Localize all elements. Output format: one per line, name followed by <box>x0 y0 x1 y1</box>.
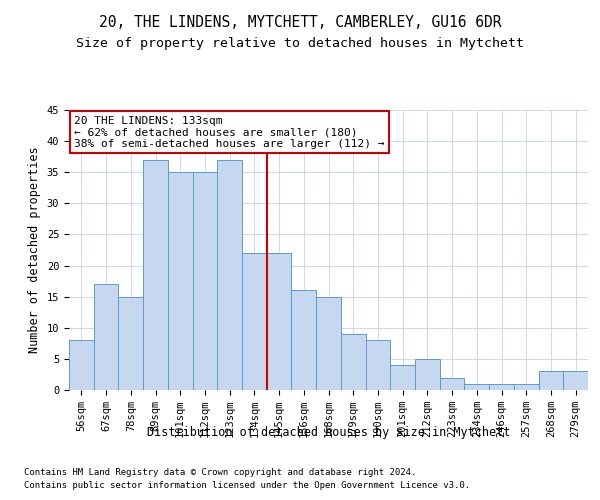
Bar <box>168 172 193 390</box>
Bar <box>316 296 341 390</box>
Bar <box>292 290 316 390</box>
Text: Contains public sector information licensed under the Open Government Licence v3: Contains public sector information licen… <box>24 482 470 490</box>
Bar <box>193 172 217 390</box>
Text: 20 THE LINDENS: 133sqm
← 62% of detached houses are smaller (180)
38% of semi-de: 20 THE LINDENS: 133sqm ← 62% of detached… <box>74 116 385 149</box>
Bar <box>514 384 539 390</box>
Bar <box>341 334 365 390</box>
Y-axis label: Number of detached properties: Number of detached properties <box>28 146 41 354</box>
Bar <box>539 372 563 390</box>
Bar <box>118 296 143 390</box>
Bar <box>390 365 415 390</box>
Bar <box>242 253 267 390</box>
Bar <box>94 284 118 390</box>
Bar <box>365 340 390 390</box>
Bar <box>489 384 514 390</box>
Text: Size of property relative to detached houses in Mytchett: Size of property relative to detached ho… <box>76 38 524 51</box>
Bar <box>464 384 489 390</box>
Bar <box>415 359 440 390</box>
Bar <box>563 372 588 390</box>
Text: Contains HM Land Registry data © Crown copyright and database right 2024.: Contains HM Land Registry data © Crown c… <box>24 468 416 477</box>
Bar <box>217 160 242 390</box>
Text: 20, THE LINDENS, MYTCHETT, CAMBERLEY, GU16 6DR: 20, THE LINDENS, MYTCHETT, CAMBERLEY, GU… <box>99 15 501 30</box>
Text: Distribution of detached houses by size in Mytchett: Distribution of detached houses by size … <box>147 426 511 439</box>
Bar <box>143 160 168 390</box>
Bar <box>69 340 94 390</box>
Bar <box>440 378 464 390</box>
Bar <box>267 253 292 390</box>
